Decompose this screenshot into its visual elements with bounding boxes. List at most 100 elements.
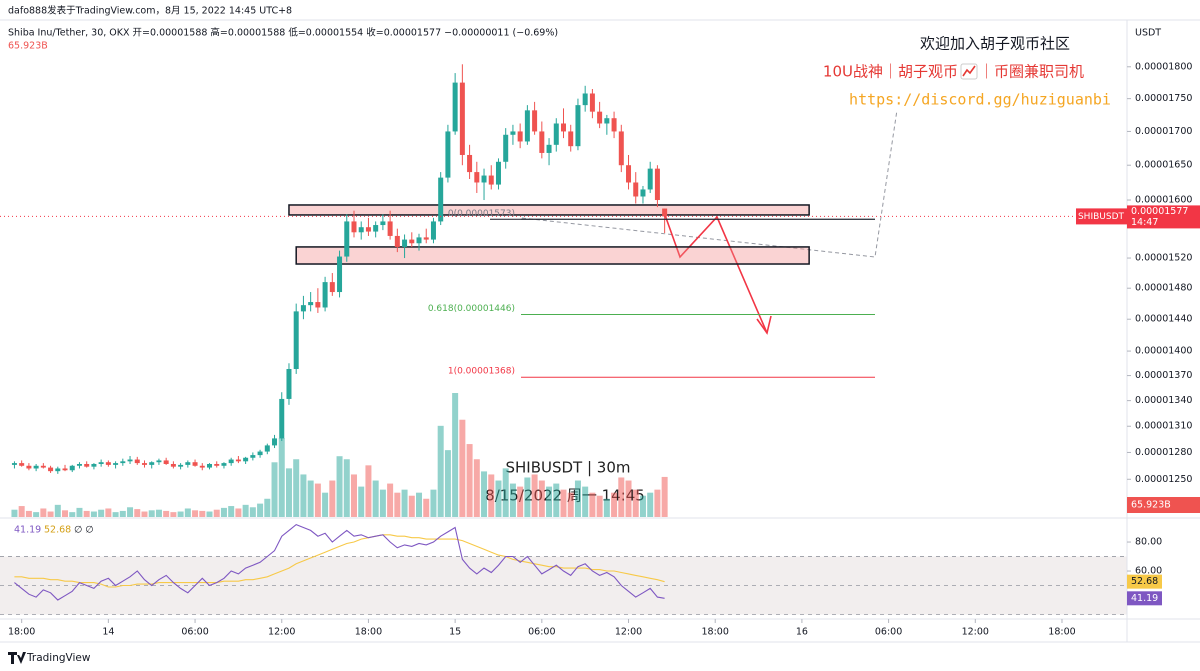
volume-bar: [495, 480, 502, 517]
rsi-line: [14, 523, 665, 601]
fib-label: 1(0.00001368): [448, 367, 515, 377]
x-tick-label: 12:00: [268, 627, 295, 638]
rsi-legend: 52.68: [44, 525, 71, 536]
volume-bar: [314, 483, 321, 517]
candle-body: [300, 305, 306, 312]
candle-body: [575, 105, 581, 147]
volume-bar: [546, 486, 553, 517]
volume-bar: [249, 507, 256, 517]
y-tick-label: 0.00001440: [1135, 314, 1192, 325]
candle-body: [495, 161, 501, 185]
volume-bar: [401, 489, 408, 517]
x-tick-label: 12:00: [962, 627, 989, 638]
volume-bar: [40, 508, 47, 517]
candle-body: [11, 463, 17, 465]
candle-body: [329, 282, 335, 293]
volume-tag-label: 65.923B: [1131, 500, 1171, 511]
zone: [288, 204, 810, 216]
volume-bar: [350, 474, 357, 517]
footer-brand[interactable]: TradingView: [26, 652, 91, 664]
symbol-info: Shiba Inu/Tether, 30, OKX 开=0.00001588 高…: [8, 27, 558, 39]
volume-bar: [90, 511, 97, 517]
volume-bar: [170, 512, 177, 517]
volume-bar: [394, 492, 401, 517]
y-tick-label: 0.00001310: [1135, 421, 1192, 432]
y-tick-label: 0.00001250: [1135, 474, 1192, 485]
rsi-legend: ∅ ∅: [74, 525, 94, 536]
arrow-head: [756, 315, 772, 335]
price-tag-label: 0.00001577: [1131, 206, 1188, 217]
candle-body: [452, 82, 458, 132]
volume-bar: [69, 512, 76, 517]
watermark-symbol: SHIBUSDT | 30m: [505, 459, 630, 477]
volume-bar: [307, 480, 314, 517]
volume-bar: [278, 437, 285, 517]
projection-arrow: [664, 214, 768, 334]
volume-bar: [83, 510, 90, 517]
candle-body: [286, 368, 292, 399]
candle-body: [149, 462, 155, 465]
candle-body: [445, 131, 451, 178]
candle-body: [33, 465, 39, 469]
candle-body: [459, 82, 465, 155]
zone: [295, 246, 810, 265]
logo: [8, 652, 26, 664]
candle-body: [141, 463, 147, 465]
volume-bar: [387, 483, 394, 517]
rsi-tag-label: 52.68: [1131, 576, 1158, 587]
rsi-tick-label: 60.00: [1135, 566, 1162, 577]
candle-body: [561, 123, 566, 132]
candle-body: [315, 302, 321, 308]
candle-body: [387, 221, 393, 236]
candle-body: [250, 455, 256, 458]
candle-body: [626, 165, 632, 183]
y-tick-label: 0.00001400: [1135, 346, 1192, 357]
candle-body: [243, 457, 249, 462]
promo-line: ｜币圈兼职司机: [979, 63, 1084, 81]
candle-body: [597, 111, 603, 124]
volume-bar: [206, 511, 213, 517]
volume-bar: [647, 492, 654, 517]
volume-bar: [466, 444, 473, 517]
x-tick-label: 18:00: [355, 627, 382, 638]
candle-body: [402, 239, 408, 247]
volume-bar: [488, 474, 495, 517]
volume-bar: [517, 486, 524, 517]
volume-bar: [372, 480, 379, 517]
candle-body: [308, 302, 314, 306]
candle-body: [178, 464, 184, 467]
candle-body: [322, 282, 328, 308]
countdown-label: 14:47: [1131, 217, 1158, 228]
y-tick-label: 0.00001600: [1135, 195, 1192, 206]
symbol-tag-label: SHIBUSDT: [1078, 212, 1125, 222]
candle-body: [365, 227, 371, 232]
candle-body: [517, 131, 523, 142]
volume-bar: [444, 450, 451, 517]
y-tick-label: 0.00001700: [1135, 126, 1192, 137]
candle-body: [19, 463, 25, 466]
y-tick-label: 0.00001370: [1135, 370, 1192, 381]
candle-body: [55, 468, 61, 472]
volume-bar: [257, 503, 264, 517]
candle-body: [409, 239, 415, 244]
drawings: [521, 109, 898, 335]
volume-bar: [329, 480, 336, 517]
volume-bar: [76, 507, 83, 517]
fib-label: 0.618(0.00001446): [428, 304, 515, 314]
volume-bar: [502, 468, 509, 517]
volume-bar: [538, 480, 545, 517]
volume-bar: [567, 492, 574, 517]
candle-body: [416, 237, 422, 244]
y-tick-label: 0.00001480: [1135, 283, 1192, 294]
volume-bar: [18, 506, 25, 517]
x-tick-label: 06:00: [181, 627, 208, 638]
x-tick-label: 18:00: [1048, 627, 1075, 638]
volume-bar: [596, 495, 603, 517]
candle-body: [91, 463, 97, 467]
volume-bar: [184, 508, 191, 517]
candle-body: [344, 221, 350, 257]
volume-bar: [365, 465, 372, 517]
x-tick-label: 12:00: [615, 627, 642, 638]
candle-body: [170, 463, 176, 467]
discord-link[interactable]: https://discord.gg/huziguanbi: [849, 91, 1111, 109]
